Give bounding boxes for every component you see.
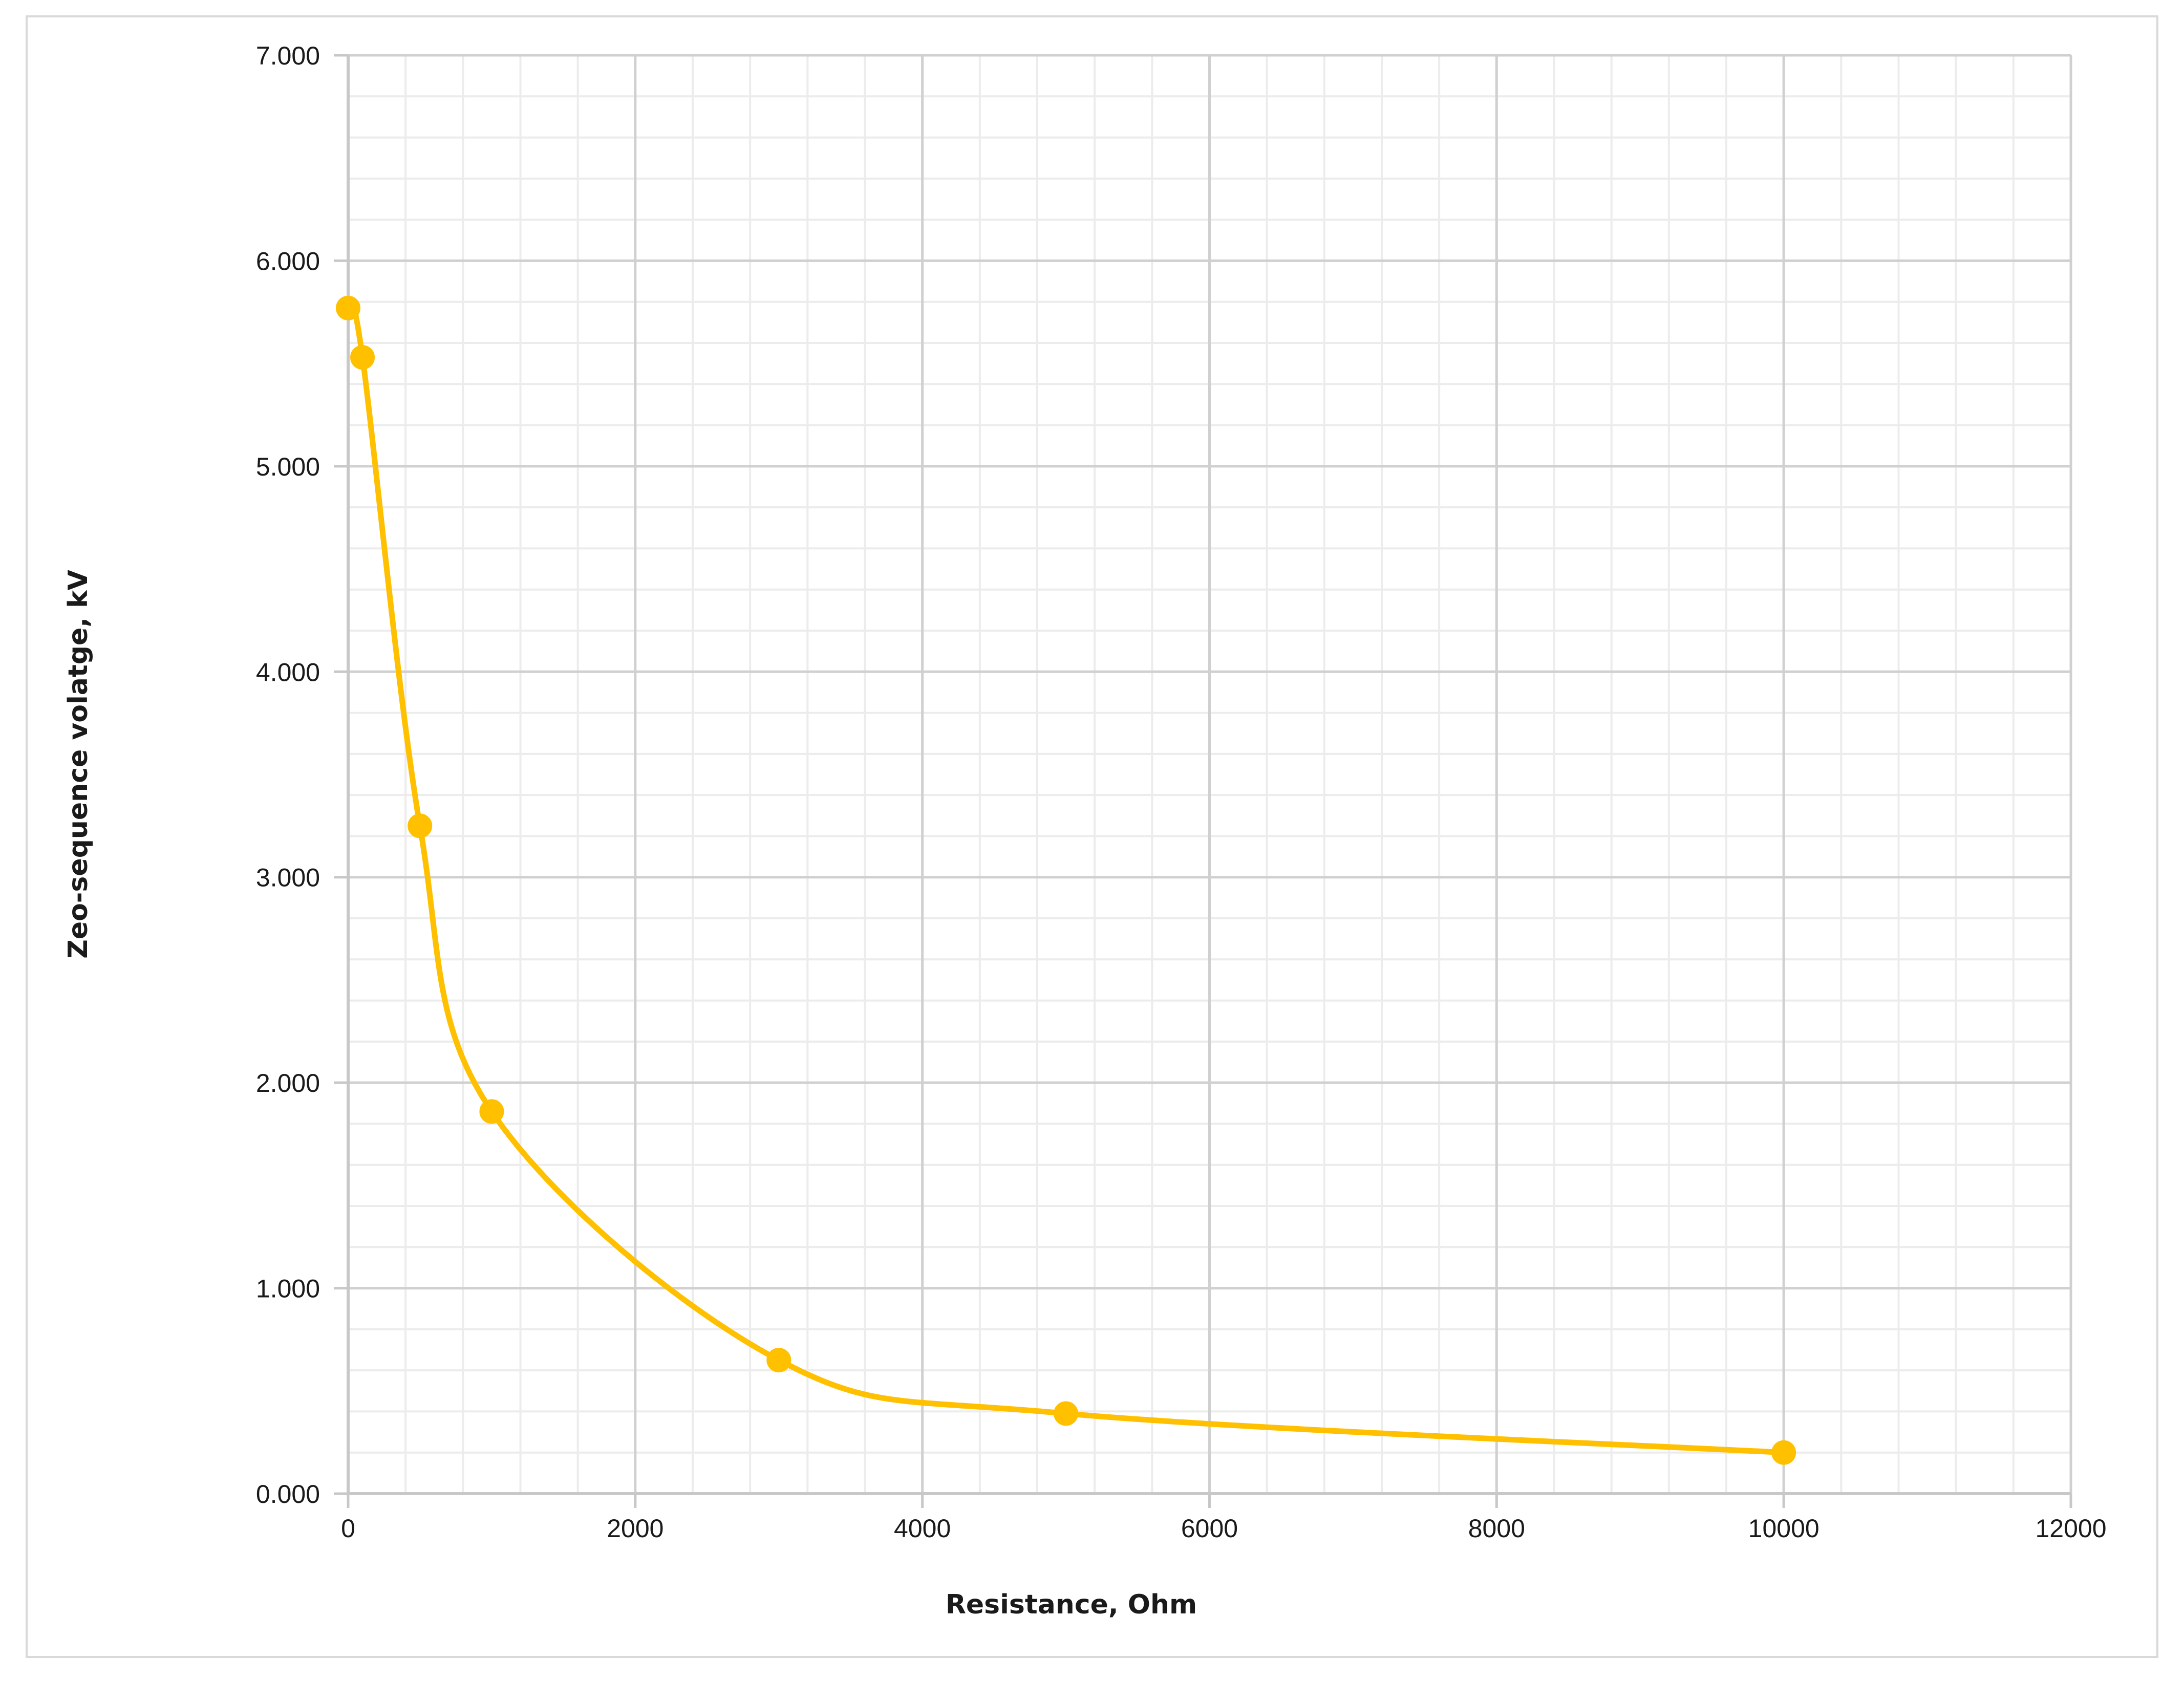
data-point [766, 1348, 791, 1373]
y-tick-label: 3.000 [256, 864, 320, 892]
series-line [345, 300, 1787, 1456]
x-tick-label: 2000 [607, 1514, 663, 1543]
y-tick-label: 1.000 [256, 1275, 320, 1303]
y-axis-title: Zeo-sequence volatge, kV [63, 570, 94, 959]
data-point [350, 345, 375, 370]
data-point [336, 295, 360, 320]
axes [334, 54, 2072, 1508]
x-axis-tick-labels: 0 2000 4000 6000 8000 10000 12000 [341, 1514, 2106, 1543]
y-tick-label: 4.000 [256, 658, 320, 686]
data-point [408, 813, 433, 838]
y-tick-label: 0.000 [256, 1480, 320, 1508]
y-axis-tick-labels: 0.000 1.000 2.000 3.000 4.000 5.000 6.000 7.000 [256, 41, 320, 1508]
major-gridlines [347, 54, 2072, 1495]
x-tick-label: 8000 [1468, 1514, 1525, 1543]
series-group [336, 295, 1796, 1465]
x-tick-label: 4000 [894, 1514, 951, 1543]
y-tick-label: 5.000 [256, 452, 320, 481]
x-tick-label: 10000 [1748, 1514, 1819, 1543]
x-axis-title: Resistance, Ohm [946, 1589, 1197, 1620]
data-point [479, 1099, 504, 1124]
data-point [1771, 1440, 1796, 1465]
data-point [1054, 1401, 1079, 1426]
y-tick-label: 6.000 [256, 247, 320, 275]
x-tick-label: 0 [341, 1514, 355, 1543]
x-tick-label: 12000 [2035, 1514, 2106, 1543]
y-tick-label: 7.000 [256, 41, 320, 70]
y-tick-label: 2.000 [256, 1069, 320, 1097]
x-tick-label: 6000 [1181, 1514, 1238, 1543]
